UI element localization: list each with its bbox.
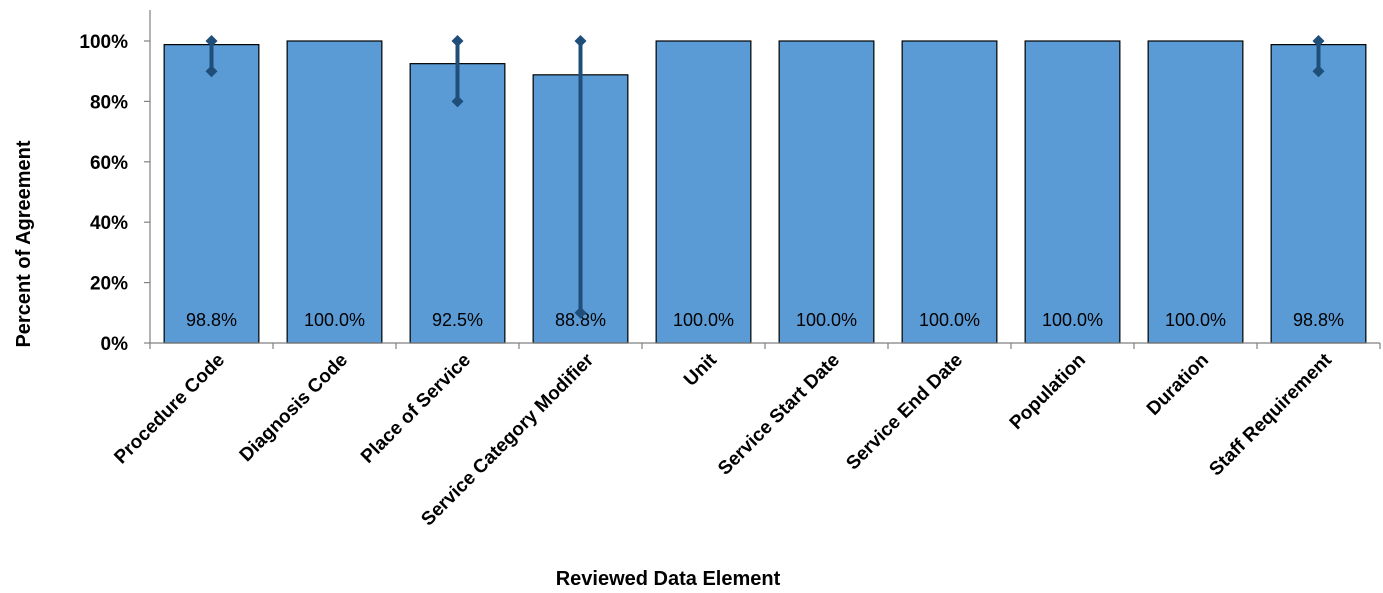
error-bar-high-marker (451, 35, 464, 47)
x-tick-label: Service End Date (842, 350, 967, 475)
y-axis-title: Percent of Agreement (13, 140, 35, 347)
data-label: 92.5% (432, 310, 483, 330)
error-bar-low-marker (205, 65, 218, 78)
data-label: 98.8% (186, 310, 237, 330)
x-axis: Procedure Code Diagnosis Code Place of Ser… (110, 342, 1381, 530)
x-axis-title: Reviewed Data Element (556, 568, 781, 590)
y-tick-label: 0% (101, 334, 129, 355)
x-tick-label: Staff Requirement (1205, 349, 1336, 480)
error-bar-low-marker (451, 95, 464, 108)
x-tick-label: Procedure Code (110, 350, 229, 469)
x-tick-label: Population (1006, 350, 1090, 434)
bars: 98.8% 100.0% 92.5% 88.8% 100.0% 100.0% 100.0% 1… (163, 35, 1367, 344)
bar (655, 40, 752, 344)
x-tick-label: Unit (680, 349, 721, 390)
bar (409, 63, 506, 344)
bar (1024, 40, 1121, 344)
x-tick-label: Diagnosis Code (236, 350, 352, 466)
bar (163, 44, 260, 344)
y-tick-label: 80% (90, 92, 128, 113)
data-label: 100.0% (673, 310, 734, 330)
x-tick-label: Service Start Date (714, 350, 844, 480)
error-bar-high-marker (205, 35, 218, 47)
y-tick-label: 100% (79, 32, 128, 53)
bar (778, 40, 875, 344)
data-label: 100.0% (1042, 310, 1103, 330)
data-label: 88.8% (555, 310, 606, 330)
bar (901, 40, 998, 344)
bar (1147, 40, 1244, 344)
error-bar-high-marker (574, 35, 587, 47)
error-bar-low-marker (574, 306, 587, 319)
y-tick-label: 20% (90, 274, 128, 295)
data-label: 100.0% (796, 310, 857, 330)
data-label: 98.8% (1293, 310, 1344, 330)
error-bar-high-marker (1312, 35, 1325, 47)
y-axis: 0% 20% 40% 60% 80% 100% (79, 10, 151, 355)
data-label: 100.0% (1165, 310, 1226, 330)
error-bar-low-marker (1312, 65, 1325, 78)
x-tick-label: Place of Service (357, 350, 475, 468)
data-label: 100.0% (919, 310, 980, 330)
data-label: 100.0% (304, 310, 365, 330)
x-tick-label: Duration (1143, 350, 1213, 420)
bar (1270, 44, 1367, 344)
bar (286, 40, 383, 344)
y-tick-label: 40% (90, 213, 128, 234)
y-tick-label: 60% (90, 153, 128, 174)
